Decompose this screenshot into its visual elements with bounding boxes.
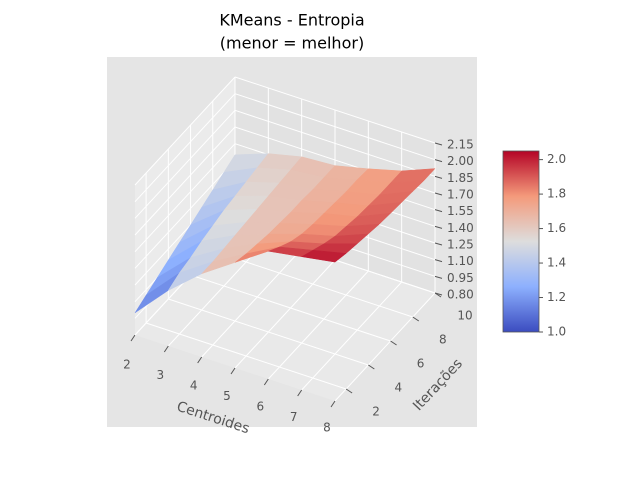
z-tick-label: 1.55 xyxy=(447,204,474,218)
x-tick xyxy=(330,400,336,408)
x-tick-label: 8 xyxy=(323,421,331,435)
y-tick-label: 8 xyxy=(439,333,447,347)
colorbar-tick-label: 1.0 xyxy=(547,325,566,339)
y-tick-label: 6 xyxy=(417,357,425,371)
x-tick-label: 4 xyxy=(190,379,198,393)
z-tick-label: 0.80 xyxy=(447,288,474,302)
y-tick xyxy=(390,340,397,346)
x-tick-label: 5 xyxy=(223,389,231,403)
y-tick-label: 4 xyxy=(395,381,403,395)
z-tick-label: 1.10 xyxy=(447,254,474,268)
grid-line xyxy=(134,143,236,253)
z-tick xyxy=(434,275,443,279)
y-tick xyxy=(368,364,375,370)
chart-title: KMeans - Entropia xyxy=(219,11,364,30)
y-tick-label: 10 xyxy=(457,309,472,323)
grid-line xyxy=(145,322,347,390)
colorbar-tick-label: 1.8 xyxy=(547,187,566,201)
grid-line xyxy=(134,126,236,236)
z-tick xyxy=(434,175,443,179)
x-tick xyxy=(230,367,236,375)
z-tick-label: 1.25 xyxy=(447,238,474,252)
colorbar-tick-label: 1.4 xyxy=(547,256,566,270)
x-tick-label: 7 xyxy=(290,410,298,424)
colorbar xyxy=(502,150,540,333)
grid-line xyxy=(134,159,236,269)
x-tick-label: 2 xyxy=(123,358,131,372)
z-tick xyxy=(434,192,443,196)
z-tick-label: 0.95 xyxy=(447,271,474,285)
x-tick xyxy=(163,345,169,353)
z-tick xyxy=(434,159,443,163)
z-tick-label: 1.70 xyxy=(447,188,474,202)
grid-line xyxy=(168,298,369,366)
z-tick xyxy=(434,292,443,296)
grid-line xyxy=(134,93,236,203)
chart-subtitle: (menor = melhor) xyxy=(220,34,364,53)
grid-line xyxy=(201,248,303,358)
colorbar-tick-label: 1.2 xyxy=(547,290,566,304)
y-tick xyxy=(345,388,353,394)
grid-line xyxy=(267,270,369,380)
grid-line xyxy=(134,109,236,219)
z-tick-label: 1.85 xyxy=(447,171,474,185)
grid-line xyxy=(212,250,413,318)
colorbar-tick-label: 2.0 xyxy=(547,152,566,166)
surface-face xyxy=(300,249,347,263)
z-tick-label: 2.15 xyxy=(447,138,474,152)
grid-line xyxy=(134,76,236,186)
x-tick xyxy=(130,334,136,342)
grid-line xyxy=(234,259,336,369)
grid-line xyxy=(190,274,391,342)
grid-line xyxy=(234,109,436,177)
z-tick xyxy=(434,225,443,229)
z-tick xyxy=(434,259,443,263)
z-tick-label: 2.00 xyxy=(447,154,474,168)
z-tick xyxy=(434,142,443,146)
z-tick xyxy=(434,209,443,213)
x-tick xyxy=(197,356,203,364)
z-tick xyxy=(434,242,443,246)
grid-line xyxy=(234,76,436,144)
grid-line xyxy=(234,93,436,161)
y-tick-label: 2 xyxy=(372,405,380,419)
grid-line xyxy=(301,281,403,391)
left-pane xyxy=(135,77,235,335)
x-tick-label: 3 xyxy=(157,368,165,382)
x-tick xyxy=(297,389,303,397)
x-tick-label: 6 xyxy=(257,400,265,414)
colorbar-tick-label: 1.6 xyxy=(547,221,566,235)
grid-line xyxy=(334,292,436,402)
z-tick-label: 1.40 xyxy=(447,221,474,235)
y-tick xyxy=(412,316,420,322)
x-tick xyxy=(263,378,269,386)
